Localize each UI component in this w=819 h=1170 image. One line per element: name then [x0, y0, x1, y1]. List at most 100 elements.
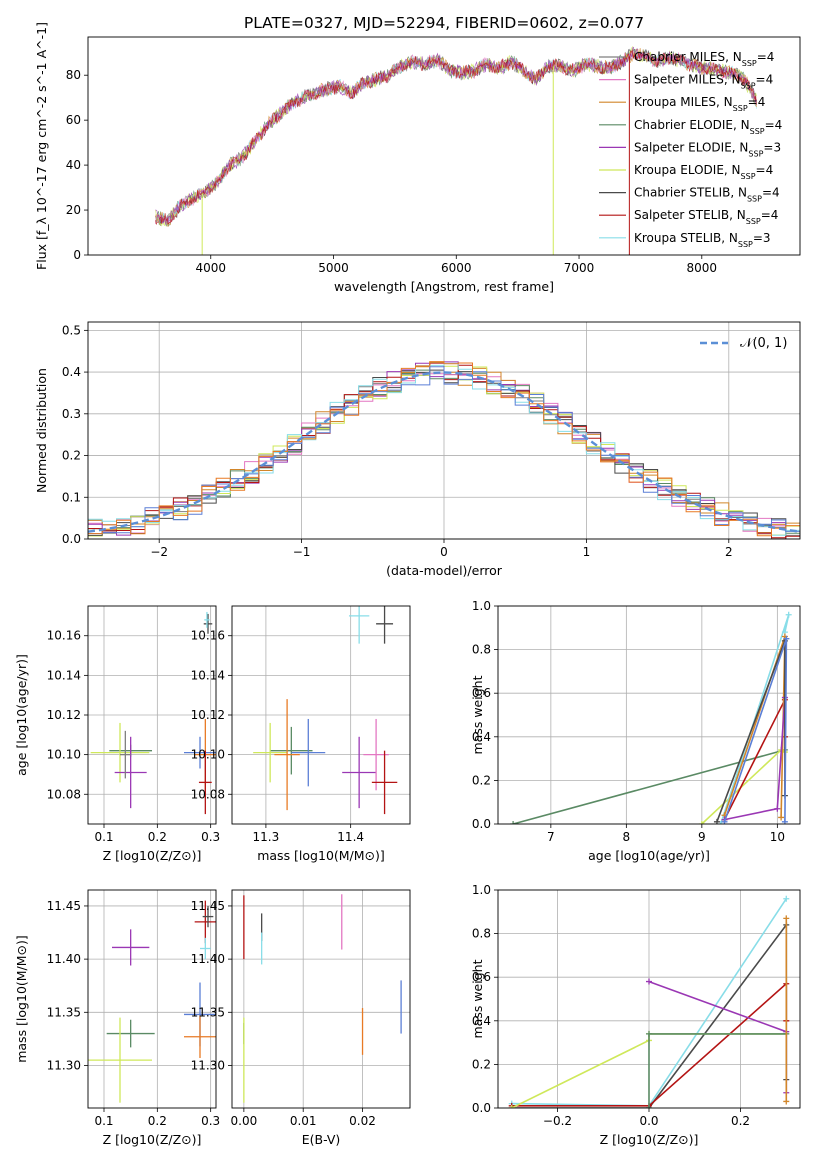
- normal-pdf-curve: [88, 371, 800, 533]
- axes-frame: [87, 321, 801, 540]
- y-tick-label: 40: [66, 158, 81, 172]
- y-tick-label: 0.6: [472, 686, 491, 700]
- y-tick-label: 10.10: [191, 748, 225, 762]
- mass-weight-line: [716, 640, 786, 823]
- charts-layer: 4000 5000 6000 7000 8000020406080wavelength …: [14, 22, 801, 1147]
- x-tick-label: 0.2: [148, 830, 167, 844]
- residual-legend: 𝒩(0, 1): [700, 336, 787, 351]
- y-axis-label: mass [log10(M/M⊙)]: [14, 935, 29, 1063]
- y-tick-label: 0.8: [472, 927, 491, 941]
- legend-entry: Chabrier ELODIE, NSSP=4: [634, 118, 782, 136]
- legend-entry: Salpeter ELODIE, NSSP=3: [634, 140, 781, 158]
- x-tick-label: 11.4: [337, 830, 364, 844]
- mass-weight-marker: [698, 821, 705, 824]
- axes-frame: [87, 889, 217, 1109]
- x-tick-label: 0.1: [94, 830, 113, 844]
- mass-weight-marker: [646, 1030, 652, 1037]
- mass-weight-marker: [646, 1105, 652, 1108]
- x-tick-label: 1: [583, 545, 591, 559]
- legend-entry: Salpeter MILES, NSSP=4: [634, 73, 773, 91]
- mass-weight-marker: [785, 611, 792, 618]
- x-axis-label: Z [log10(Z/Z⊙)]: [103, 848, 202, 863]
- chart-age_vs_mass: 11.3 11.4 10.08 10.10 10.12 10.14 10.16 mass [l…: [191, 605, 411, 863]
- x-tick-label: −0.2: [543, 1114, 572, 1128]
- mass-weight-marker: [783, 1098, 790, 1105]
- axes-frame: [231, 605, 411, 825]
- plot-area: [243, 894, 402, 1103]
- mass-weight-marker: [774, 805, 781, 812]
- y-tick-label: 11.35: [47, 1005, 81, 1019]
- chart-mass_vs_EBV: 0.00 0.01 0.02 11.30 11.35 11.40 11.45 E(B-V): [191, 889, 411, 1147]
- mass-weight-marker: [646, 978, 652, 985]
- y-tick-label: 0.5: [62, 323, 81, 337]
- x-tick-label: 6000: [441, 261, 472, 275]
- x-tick-label: 8: [623, 830, 631, 844]
- y-tick-label: 11.40: [191, 952, 225, 966]
- x-tick-label: 0.3: [201, 830, 220, 844]
- y-tick-label: 10.16: [47, 629, 81, 643]
- x-tick-label: 10: [770, 830, 785, 844]
- y-tick-label: 0.0: [62, 532, 81, 546]
- plot-area: [88, 900, 216, 1103]
- x-axis-label: mass [log10(M/M⊙)]: [257, 848, 385, 863]
- x-tick-label: 4000: [195, 261, 226, 275]
- y-tick-label: 11.30: [191, 1058, 225, 1072]
- chart-massweight_vs_age: 7 8 9 10 0.0 0.2 0.4 0.6 0.8 1.0 age [log10(age/yr…: [470, 599, 801, 863]
- x-tick-label: 0.00: [231, 1114, 258, 1128]
- x-axis-label: Z [log10(Z/Z⊙)]: [600, 1132, 699, 1147]
- x-axis-label: E(B-V): [302, 1132, 341, 1147]
- y-tick-label: 0.2: [472, 773, 491, 787]
- y-tick-label: 11.30: [47, 1058, 81, 1072]
- x-tick-label: 0: [440, 545, 448, 559]
- x-tick-label: 0.3: [201, 1114, 220, 1128]
- chart-mass_vs_Z: 0.1 0.2 0.3 11.30 11.35 11.40 11.45 Z [log10(Z/…: [14, 889, 220, 1147]
- y-tick-label: 11.45: [191, 899, 225, 913]
- plot-area: [90, 611, 216, 815]
- y-tick-label: 10.08: [47, 787, 81, 801]
- legend-entry: Chabrier STELIB, NSSP=4: [634, 186, 780, 204]
- plot-area: [88, 361, 800, 539]
- y-tick-label: 0: [73, 248, 81, 262]
- legend-entry: Kroupa MILES, NSSP=4: [634, 95, 765, 113]
- axes-frame: [87, 36, 801, 256]
- y-tick-label: 10.12: [47, 708, 81, 722]
- y-tick-label: 0.2: [62, 449, 81, 463]
- mass-weight-marker: [778, 814, 785, 821]
- y-tick-label: 1.0: [472, 599, 491, 613]
- y-tick-label: 11.40: [47, 952, 81, 966]
- x-tick-label: 0.02: [349, 1114, 376, 1128]
- x-tick-label: 0.2: [731, 1114, 750, 1128]
- axes-frame: [231, 889, 411, 1109]
- mass-weight-marker: [783, 635, 790, 642]
- y-tick-label: 0.3: [62, 407, 81, 421]
- legend-entry: Salpeter STELIB, NSSP=4: [634, 208, 778, 226]
- plot-area: [253, 606, 398, 815]
- x-tick-label: −1: [293, 545, 311, 559]
- y-tick-label: 10.08: [191, 787, 225, 801]
- y-tick-label: 10.12: [191, 708, 225, 722]
- chart-residuals: −2 −1 0 1 2 0.0 0.1 0.2 0.3 0.4 0.5 (data-model)/er…: [34, 321, 801, 578]
- mass-weight-line: [512, 749, 786, 824]
- y-tick-label: 20: [66, 203, 81, 217]
- y-tick-label: 0.4: [62, 365, 81, 379]
- x-tick-label: 9: [698, 830, 706, 844]
- axes-frame: [497, 605, 801, 825]
- x-tick-label: 0.2: [148, 1114, 167, 1128]
- x-axis-label: Z [log10(Z/Z⊙)]: [103, 1132, 202, 1147]
- y-tick-label: 60: [66, 113, 81, 127]
- residual-histogram: [88, 361, 800, 539]
- y-tick-label: 10.16: [191, 629, 225, 643]
- y-tick-label: 0.6: [472, 970, 491, 984]
- y-tick-label: 10.14: [191, 668, 225, 682]
- mass-weight-marker: [717, 821, 724, 824]
- mass-weight-marker: [510, 821, 517, 824]
- y-tick-label: 0.0: [472, 1101, 491, 1115]
- x-tick-label: 0.1: [94, 1114, 113, 1128]
- x-tick-label: −2: [150, 545, 168, 559]
- x-tick-label: 11.3: [253, 830, 280, 844]
- y-tick-label: 0.4: [472, 730, 491, 744]
- x-tick-label: 5000: [318, 261, 349, 275]
- x-axis-label: (data-model)/error: [386, 563, 503, 578]
- y-tick-label: 1.0: [472, 883, 491, 897]
